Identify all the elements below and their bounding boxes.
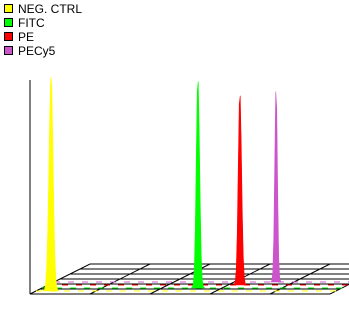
plot-axes [29, 80, 330, 295]
legend-entry: PECy5 [2, 44, 82, 58]
legend-label: PE [18, 30, 35, 44]
legend-label: PECy5 [18, 44, 56, 58]
legend-swatch [4, 46, 13, 56]
histogram-peak-pe [232, 95, 247, 286]
floor-depthline [89, 263, 151, 295]
legend-swatch [4, 4, 13, 14]
legend-entry: FITC [2, 16, 82, 30]
legend-label: FITC [18, 16, 45, 30]
legend-swatch [4, 18, 13, 28]
legend-entry: PE [2, 30, 82, 44]
legend-swatch [4, 32, 13, 42]
histogram-peak-neg-ctrl [42, 76, 60, 292]
floor-depthline [269, 263, 331, 295]
chart-legend: NEG. CTRL FITC PE PECy5 [2, 2, 82, 58]
plot-floor-grid [29, 263, 349, 295]
legend-entry: NEG. CTRL [2, 2, 82, 16]
histogram-peak-pecy5 [270, 91, 283, 283]
histogram-peak-fitc [190, 81, 205, 289]
histogram-peaks [36, 76, 349, 292]
legend-label: NEG. CTRL [18, 2, 83, 16]
